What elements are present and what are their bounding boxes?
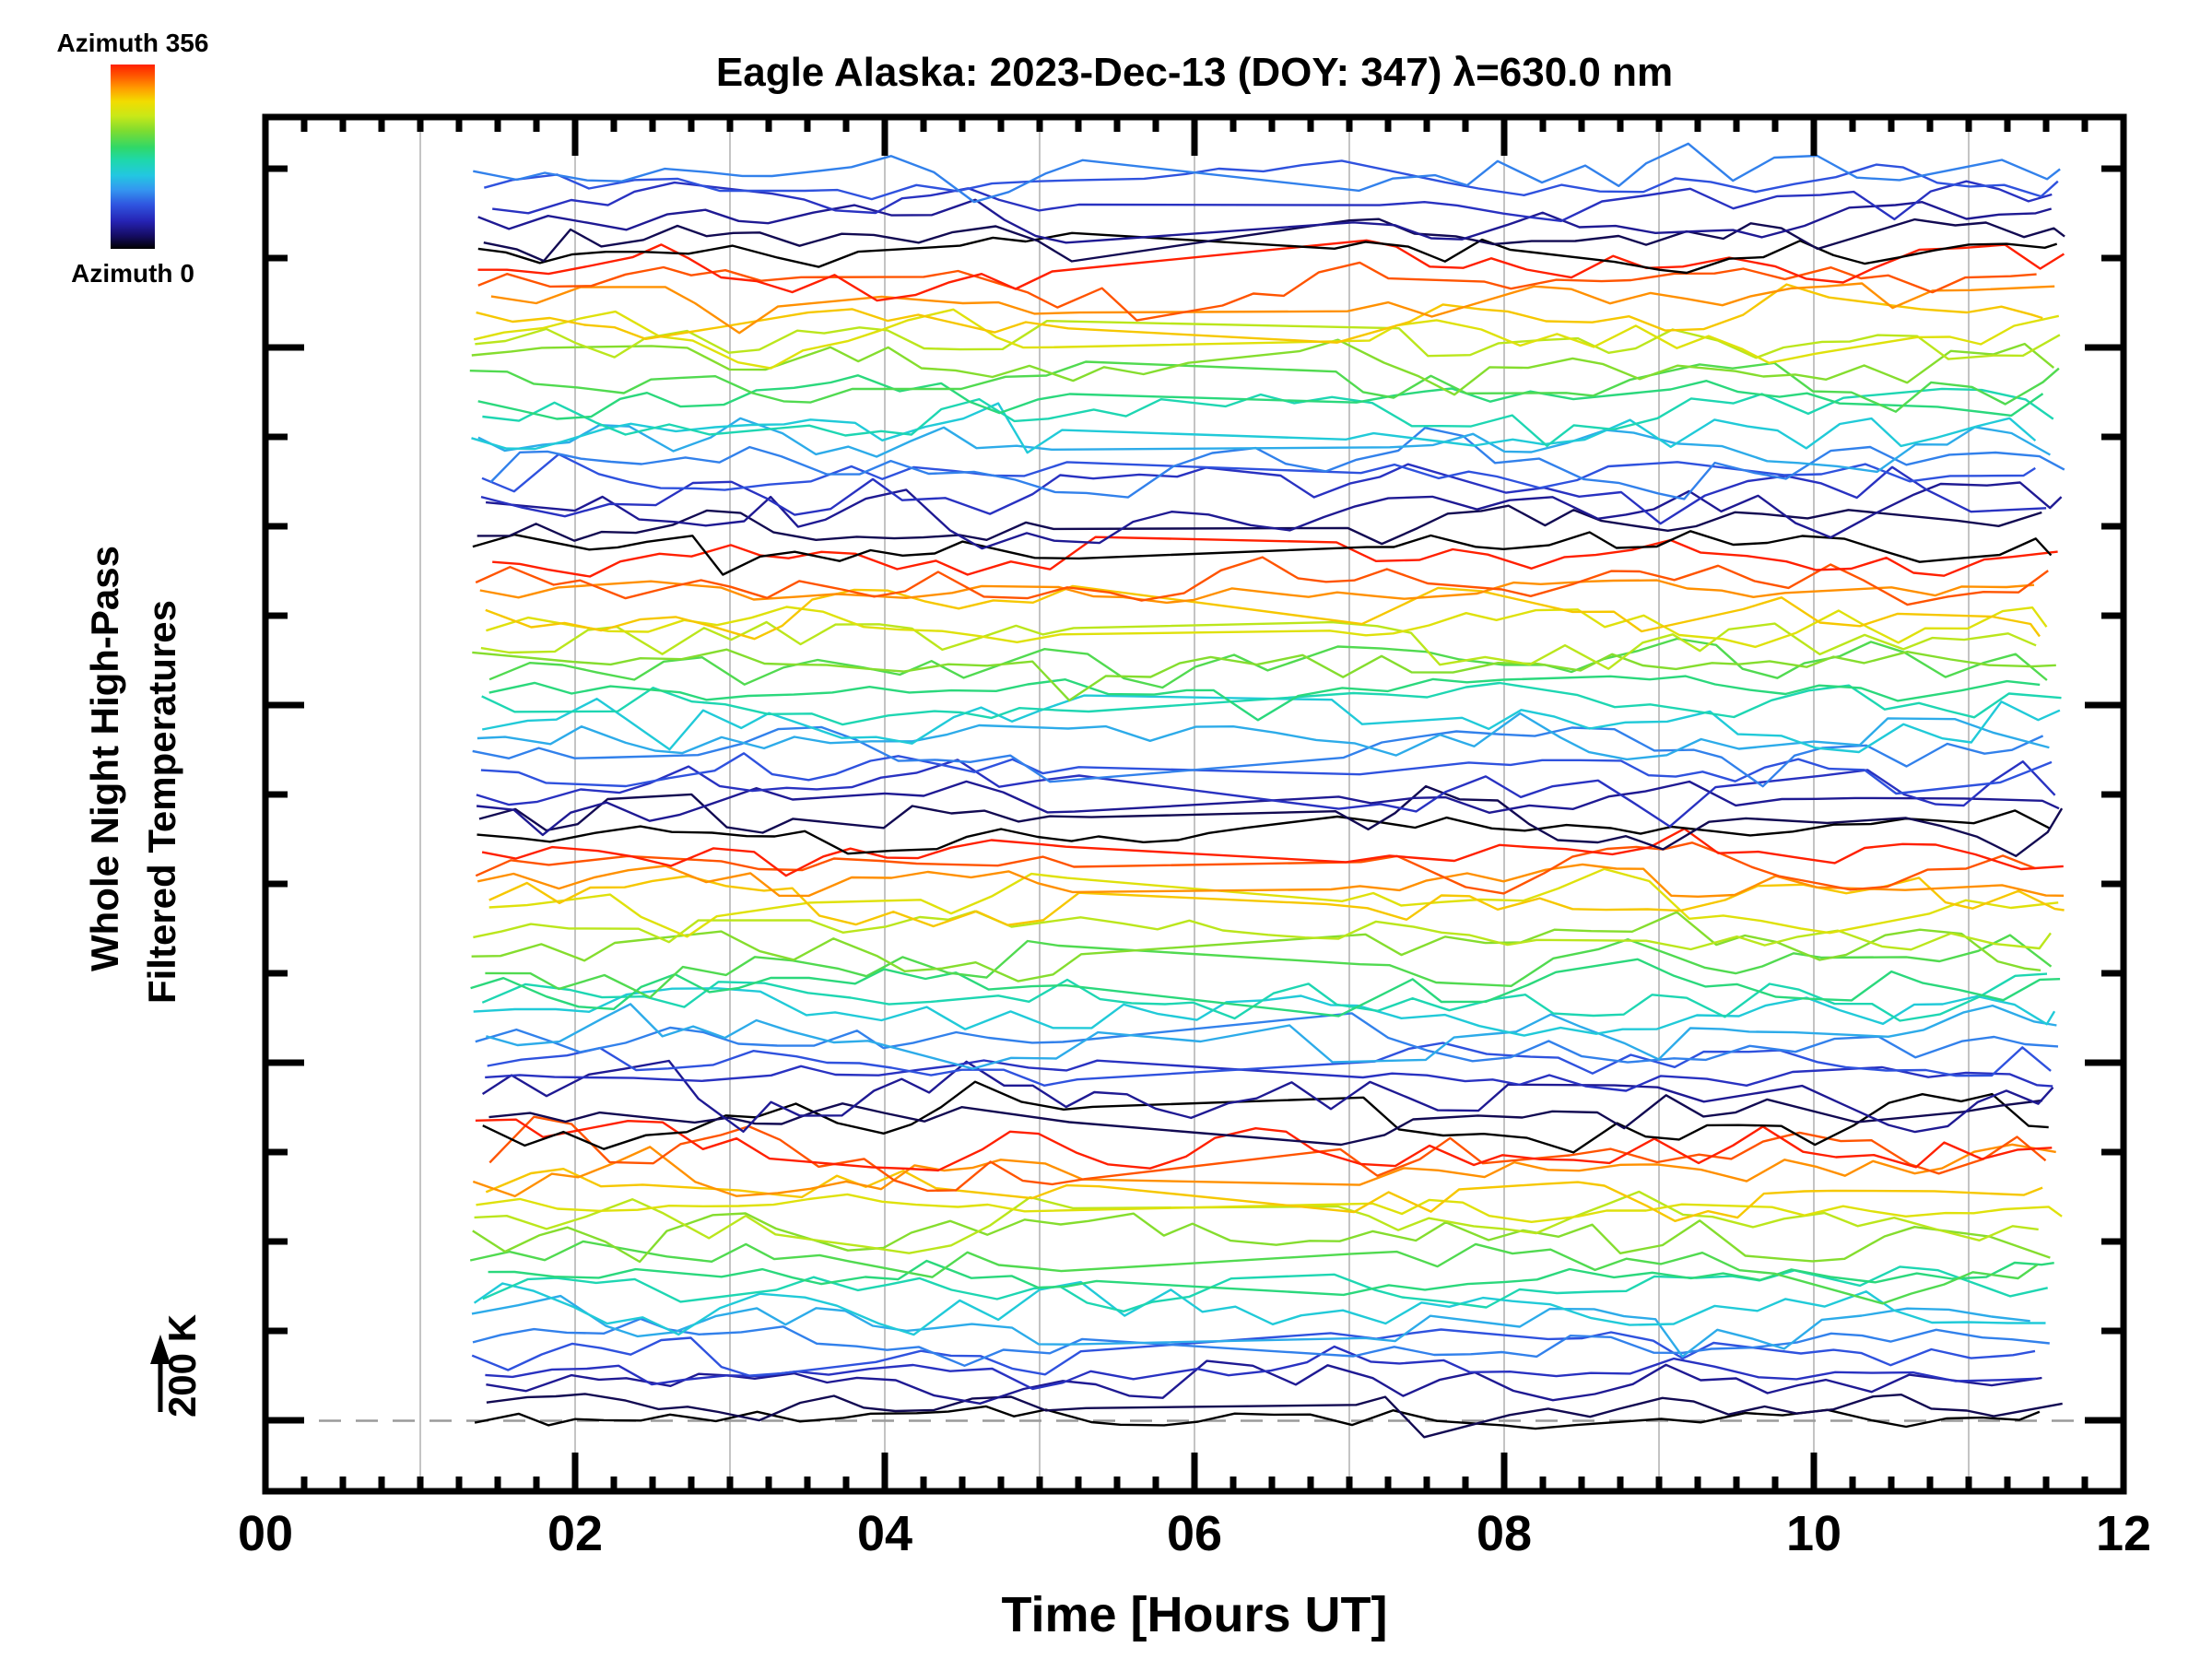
trace-azimuth-230 bbox=[471, 338, 2055, 396]
trace-azimuth-356 bbox=[477, 239, 2065, 302]
trace-azimuth-84 bbox=[483, 159, 2059, 201]
trace-azimuth-168 bbox=[481, 681, 2062, 726]
scale-bar: 200 K bbox=[150, 1314, 204, 1418]
trace-azimuth-42 bbox=[486, 1359, 2042, 1406]
trace-azimuth-293 bbox=[485, 1167, 2043, 1223]
trace-azimuth-63 bbox=[480, 463, 2047, 525]
trace-azimuth-63 bbox=[476, 759, 2056, 828]
trace-azimuth-63 bbox=[485, 1345, 2037, 1391]
trace-azimuth-147 bbox=[471, 402, 2037, 454]
trace-azimuth-147 bbox=[481, 694, 2061, 754]
trace-azimuth-84 bbox=[481, 453, 2036, 493]
trace-azimuth-42 bbox=[477, 198, 2053, 244]
trace-azimuth-188 bbox=[477, 374, 2044, 420]
trace-azimuth-21 bbox=[486, 1393, 2063, 1439]
trace-azimuth-209 bbox=[485, 934, 2053, 999]
scale-arrow-head bbox=[150, 1335, 171, 1364]
trace-azimuth-147 bbox=[473, 987, 2056, 1037]
trace-azimuth-126 bbox=[477, 712, 2050, 761]
trace-azimuth-105 bbox=[475, 1012, 2059, 1064]
trace-azimuth-21 bbox=[488, 1094, 2043, 1147]
traces bbox=[469, 142, 2065, 1439]
trace-azimuth-272 bbox=[476, 1193, 2063, 1224]
y-axis-label-line2: Filtered Temperatures bbox=[140, 600, 183, 1004]
trace-azimuth-0 bbox=[474, 1405, 2041, 1430]
trace-azimuth-251 bbox=[474, 1190, 2039, 1254]
trace-azimuth-168 bbox=[482, 387, 2054, 447]
trace-azimuth-126 bbox=[477, 417, 2051, 474]
trace-azimuth-272 bbox=[473, 308, 2060, 370]
trace-azimuth-0 bbox=[477, 809, 2052, 855]
trace-azimuth-0 bbox=[482, 1080, 2049, 1154]
trace-azimuth-188 bbox=[488, 675, 2041, 722]
trace-azimuth-356 bbox=[481, 828, 2064, 877]
trace-azimuth-293 bbox=[488, 875, 2065, 928]
trace-azimuth-63 bbox=[492, 180, 2053, 223]
trace-azimuth-84 bbox=[487, 1041, 2052, 1088]
x-tick-label-04: 04 bbox=[857, 1506, 912, 1561]
colorbar-label-bottom: Azimuth 0 bbox=[71, 259, 194, 288]
x-axis-label: Time [Hours UT] bbox=[1001, 1587, 1387, 1642]
trace-azimuth-314 bbox=[490, 282, 2055, 335]
colorbar: Azimuth 356 Azimuth 0 bbox=[57, 29, 209, 288]
trace-azimuth-126 bbox=[471, 1294, 2030, 1359]
trace-azimuth-188 bbox=[488, 1259, 2054, 1297]
trace-azimuth-0 bbox=[477, 231, 2058, 275]
trace-azimuth-147 bbox=[473, 1280, 2046, 1336]
trace-azimuth-314 bbox=[479, 579, 2035, 605]
trace-azimuth-335 bbox=[477, 261, 2037, 322]
trace-azimuth-356 bbox=[492, 535, 2058, 578]
trace-azimuth-251 bbox=[475, 320, 2061, 360]
x-tick-label-00: 00 bbox=[238, 1506, 293, 1561]
y-axis-label-line1: Whole Night High-Pass bbox=[83, 546, 126, 971]
trace-azimuth-126 bbox=[486, 1003, 2057, 1070]
trace-azimuth-21 bbox=[483, 218, 2065, 263]
trace-azimuth-84 bbox=[480, 752, 2053, 795]
trace-azimuth-42 bbox=[476, 780, 2060, 837]
scale-label: 200 K bbox=[160, 1314, 204, 1418]
trace-azimuth-42 bbox=[485, 481, 2063, 550]
trace-azimuth-42 bbox=[481, 1059, 2054, 1134]
plot-area bbox=[319, 117, 2085, 1491]
trace-azimuth-209 bbox=[469, 1240, 2039, 1305]
trace-azimuth-314 bbox=[477, 863, 2065, 898]
x-tick-label-12: 12 bbox=[2096, 1506, 2151, 1561]
colorbar-label-top: Azimuth 356 bbox=[57, 29, 209, 57]
trace-azimuth-272 bbox=[488, 867, 2059, 938]
trace-azimuth-230 bbox=[472, 648, 2056, 702]
x-tick-label-10: 10 bbox=[1786, 1506, 1841, 1561]
trace-azimuth-0 bbox=[472, 530, 2053, 576]
x-tick-label-08: 08 bbox=[1477, 1506, 1532, 1561]
x-tick-label-06: 06 bbox=[1167, 1506, 1222, 1561]
trace-azimuth-63 bbox=[485, 1059, 2053, 1092]
chart-title: Eagle Alaska: 2023-Dec-13 (DOY: 347) λ=6… bbox=[716, 50, 1673, 95]
x-tick-labels: 00 02 04 06 08 10 12 bbox=[238, 1506, 2151, 1561]
trace-azimuth-21 bbox=[477, 504, 2042, 546]
colorbar-gradient bbox=[111, 65, 155, 249]
trace-azimuth-105 bbox=[472, 1317, 2050, 1368]
y-axis-label: Whole Night High-Pass Filtered Temperatu… bbox=[83, 546, 183, 1004]
x-tick-label-02: 02 bbox=[547, 1506, 603, 1561]
trace-azimuth-230 bbox=[472, 1212, 2051, 1264]
trace-azimuth-293 bbox=[476, 283, 2043, 344]
trace-azimuth-314 bbox=[472, 1143, 2056, 1198]
trace-azimuth-335 bbox=[475, 556, 2049, 606]
trace-azimuth-293 bbox=[485, 584, 2041, 641]
trace-azimuth-188 bbox=[470, 958, 2061, 1018]
axes-frame bbox=[262, 113, 2127, 1495]
trace-azimuth-272 bbox=[486, 606, 2048, 649]
trace-azimuth-105 bbox=[473, 142, 2061, 204]
trace-azimuth-105 bbox=[472, 725, 2044, 788]
trace-azimuth-335 bbox=[475, 841, 2037, 895]
trace-azimuth-209 bbox=[469, 360, 2060, 413]
trace-azimuth-21 bbox=[478, 784, 2064, 857]
trace-azimuth-105 bbox=[489, 427, 2065, 500]
trace-azimuth-168 bbox=[481, 972, 2048, 1022]
trace-azimuth-230 bbox=[471, 911, 2041, 982]
trace-azimuth-335 bbox=[488, 1115, 2047, 1193]
trace-azimuth-251 bbox=[473, 910, 2052, 951]
